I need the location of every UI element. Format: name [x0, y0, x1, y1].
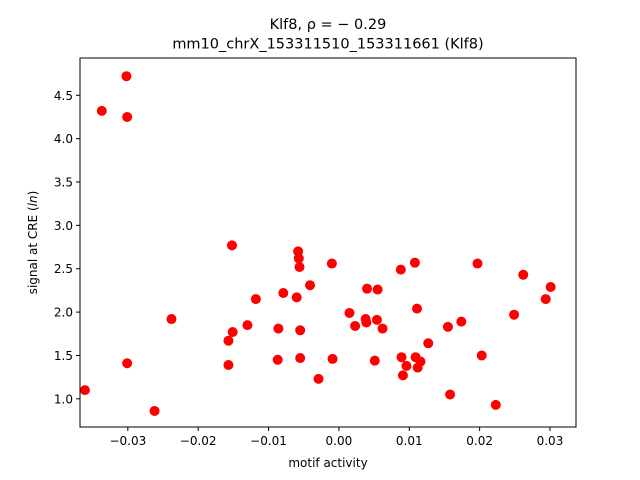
data-point-19 [294, 262, 305, 272]
y-tick-label-2: 2.0 [54, 306, 73, 320]
data-point-5 [149, 405, 160, 416]
data-point-3 [122, 111, 133, 122]
x-tick-label-0: −0.03 [109, 434, 146, 448]
chart-subtitle: mm10_chrX_153311510_153311661 (Klf8) [172, 37, 483, 53]
x-tick-label-3: 0.00 [326, 434, 353, 448]
data-point-15 [278, 288, 289, 299]
x-tick-label-2: −0.01 [250, 434, 287, 448]
data-point-13 [272, 354, 283, 365]
data-point-11 [242, 320, 253, 331]
data-point-38 [401, 360, 412, 371]
y-tick-label-3: 2.5 [54, 262, 73, 276]
data-point-47 [456, 316, 467, 327]
data-point-6 [166, 314, 177, 325]
y-tick-label-7: 4.5 [54, 89, 73, 103]
y-tick-label-0: 1.0 [54, 392, 73, 406]
data-point-30 [362, 283, 373, 294]
data-point-44 [423, 338, 434, 349]
data-point-37 [397, 370, 408, 381]
data-point-31 [369, 355, 380, 366]
data-point-2 [121, 71, 132, 82]
data-point-33 [372, 284, 383, 295]
data-point-32 [371, 314, 382, 325]
data-point-18 [293, 253, 304, 264]
data-point-50 [490, 399, 501, 410]
data-point-54 [545, 281, 556, 292]
data-point-22 [305, 280, 316, 291]
y-tick-label-5: 3.5 [54, 176, 73, 190]
y-tick-label-1: 1.5 [54, 349, 73, 363]
data-point-4 [122, 358, 133, 369]
data-point-41 [412, 303, 422, 314]
y-axis-label-suffix: ) [26, 191, 40, 196]
data-point-23 [313, 373, 324, 384]
y-axis-label-prefix: signal at CRE ( [26, 206, 40, 294]
data-point-27 [350, 320, 361, 331]
data-point-21 [295, 353, 306, 364]
data-point-49 [476, 350, 487, 361]
x-axis-label: motif activity [288, 456, 367, 470]
x-tick-label-6: 0.03 [537, 434, 564, 448]
data-point-48 [472, 258, 483, 269]
data-point-46 [445, 389, 456, 400]
plot-frame [79, 57, 577, 428]
data-point-20 [295, 325, 306, 336]
x-tick-label-5: 0.02 [466, 434, 493, 448]
data-point-29 [361, 317, 372, 328]
data-point-53 [540, 294, 551, 305]
data-point-16 [291, 292, 302, 303]
data-point-39 [409, 257, 420, 268]
y-axis-label: signal at CRE (ln) [26, 191, 40, 295]
data-point-51 [509, 309, 520, 320]
data-point-26 [344, 307, 355, 318]
y-tick-label-4: 3.0 [54, 219, 73, 233]
data-point-45 [442, 321, 453, 332]
chart-title: Klf8, ρ = − 0.29 [270, 17, 387, 33]
data-point-0 [79, 385, 90, 396]
data-point-12 [250, 294, 261, 305]
data-point-14 [273, 323, 284, 334]
x-tick-label-4: 0.01 [396, 434, 423, 448]
y-axis-label-italic: ln [26, 195, 40, 206]
y-tick-label-6: 4.0 [54, 132, 73, 146]
y-axis-ticks: 1.0 1.5 2.0 2.5 3.0 3.5 4.0 4.5 [54, 89, 80, 406]
data-point-9 [226, 240, 237, 251]
data-point-8 [223, 335, 234, 346]
data-point-36 [396, 352, 407, 363]
data-point-1 [96, 105, 107, 116]
data-point-7 [223, 359, 234, 370]
x-axis-ticks: −0.03 −0.02 −0.01 0.00 0.01 0.02 0.03 [109, 427, 563, 448]
data-point-24 [326, 258, 337, 269]
x-tick-label-1: −0.02 [180, 434, 217, 448]
data-point-52 [518, 269, 529, 280]
data-point-35 [395, 264, 406, 275]
data-point-25 [327, 353, 338, 364]
data-point-10 [227, 327, 238, 338]
data-point-43 [415, 356, 426, 367]
data-points [79, 71, 556, 416]
data-point-34 [377, 323, 388, 334]
